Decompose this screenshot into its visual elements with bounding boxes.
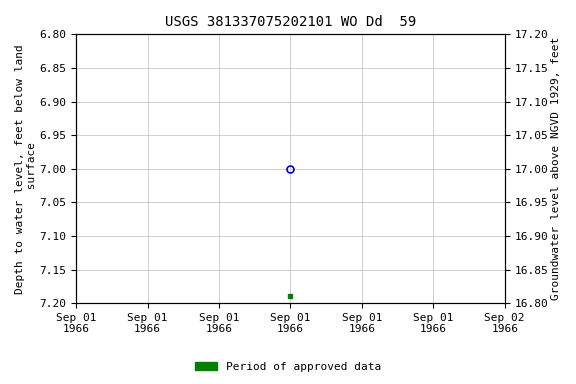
- Title: USGS 381337075202101 WO Dd  59: USGS 381337075202101 WO Dd 59: [165, 15, 416, 29]
- Y-axis label: Depth to water level, feet below land
 surface: Depth to water level, feet below land su…: [15, 44, 37, 294]
- Y-axis label: Groundwater level above NGVD 1929, feet: Groundwater level above NGVD 1929, feet: [551, 37, 561, 300]
- Legend: Period of approved data: Period of approved data: [191, 358, 385, 377]
